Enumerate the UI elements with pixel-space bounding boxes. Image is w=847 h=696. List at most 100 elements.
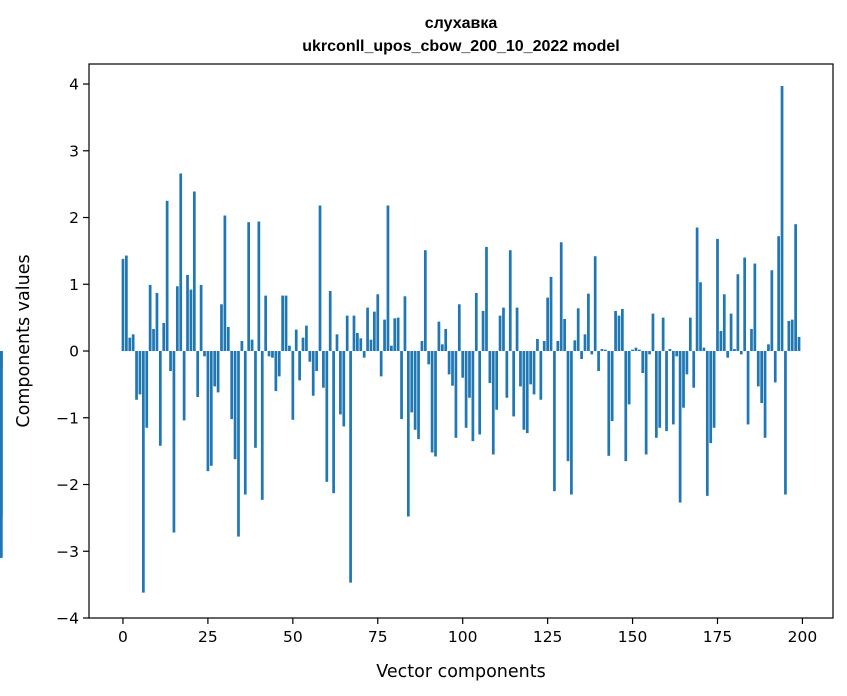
bar	[549, 276, 553, 352]
bar	[461, 351, 465, 378]
bar	[400, 351, 403, 420]
bar	[750, 328, 753, 352]
bar	[733, 349, 736, 352]
bar	[152, 328, 155, 352]
bar	[787, 320, 791, 352]
bar	[186, 274, 189, 352]
bar	[794, 224, 797, 352]
bar	[243, 351, 247, 495]
bar	[281, 295, 284, 352]
bar	[587, 293, 590, 352]
bar	[257, 221, 261, 352]
bar	[349, 351, 352, 583]
bar	[553, 351, 556, 492]
bar	[240, 341, 244, 352]
bar	[226, 326, 230, 352]
bar	[230, 351, 234, 420]
bar	[515, 307, 519, 352]
bar	[359, 338, 363, 352]
y-tick-label: 2	[69, 209, 79, 227]
bar	[773, 351, 777, 383]
bar	[373, 311, 376, 352]
bar	[454, 351, 458, 438]
bar	[570, 351, 573, 495]
y-axis: −4 −3 −2 −1 0 1 2 3 4	[56, 76, 89, 628]
bar	[634, 347, 638, 352]
bar	[675, 351, 679, 357]
bar	[169, 351, 172, 372]
bar	[648, 351, 651, 355]
bar	[780, 86, 784, 352]
bar	[332, 351, 335, 494]
bar	[162, 322, 166, 352]
y-tick-label: 1	[69, 276, 79, 294]
bar	[739, 351, 743, 355]
bar	[379, 351, 383, 377]
bar	[678, 351, 682, 503]
x-tick-label: 75	[368, 628, 388, 646]
bar	[220, 304, 223, 352]
bar	[155, 292, 159, 352]
bar	[158, 351, 162, 446]
bar	[590, 351, 594, 355]
bar	[406, 351, 410, 517]
x-tick-label: 25	[198, 628, 218, 646]
bar	[743, 257, 747, 352]
bar	[260, 351, 264, 500]
bar	[199, 284, 203, 352]
bar	[474, 292, 478, 352]
bar	[352, 315, 356, 352]
bar	[753, 263, 757, 352]
bar	[308, 351, 312, 362]
bar	[658, 351, 662, 428]
bar	[593, 256, 597, 352]
bar	[610, 351, 614, 422]
bar	[563, 318, 566, 352]
bar	[600, 349, 604, 352]
x-tick-label: 100	[448, 628, 478, 646]
x-tick-label: 200	[788, 628, 818, 646]
bar	[502, 307, 505, 352]
bar	[417, 351, 420, 440]
bar	[148, 284, 152, 352]
bar	[345, 315, 349, 352]
bar	[192, 191, 196, 352]
plot-area-frame	[88, 63, 834, 619]
bar	[196, 351, 200, 398]
bar	[695, 227, 699, 352]
bar	[216, 351, 220, 393]
bar	[284, 295, 288, 352]
bar	[447, 351, 451, 375]
bar	[597, 351, 600, 372]
bar	[325, 351, 329, 482]
bar	[182, 351, 186, 421]
bar	[322, 351, 325, 388]
x-tick-label: 150	[618, 628, 648, 646]
y-tick-label: −2	[56, 476, 79, 494]
bar	[264, 295, 268, 352]
bar	[142, 351, 145, 593]
bar	[709, 351, 713, 444]
bar	[131, 334, 135, 352]
bar	[668, 349, 672, 352]
bar	[665, 351, 668, 432]
bar	[237, 351, 240, 537]
bar	[471, 351, 475, 442]
bar	[580, 351, 583, 360]
bar	[356, 332, 359, 352]
bar-series	[0, 86, 801, 593]
bar	[797, 337, 801, 352]
bar	[654, 351, 658, 438]
bar	[705, 351, 709, 496]
bar	[393, 318, 397, 352]
bar	[573, 340, 577, 352]
bar	[213, 351, 217, 387]
bar	[604, 349, 607, 352]
y-tick-label: 0	[69, 343, 79, 361]
x-axis: 0 25 50 75 100 125 150 175 200	[118, 618, 817, 646]
bar	[485, 246, 488, 352]
x-tick-label: 125	[533, 628, 563, 646]
bar	[519, 351, 522, 387]
bar	[274, 351, 278, 392]
